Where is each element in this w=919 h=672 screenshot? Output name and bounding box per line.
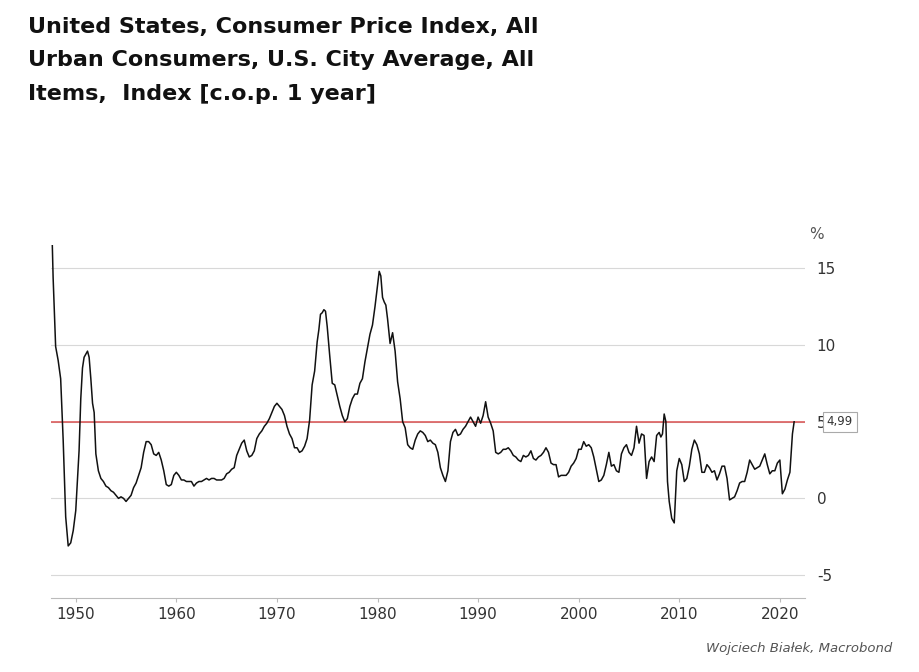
Text: 4,99: 4,99: [826, 415, 852, 428]
Text: Items,  Index [c.o.p. 1 year]: Items, Index [c.o.p. 1 year]: [28, 84, 375, 104]
Text: Urban Consumers, U.S. City Average, All: Urban Consumers, U.S. City Average, All: [28, 50, 533, 71]
Text: Wojciech Białek, Macrobond: Wojciech Białek, Macrobond: [706, 642, 891, 655]
Text: United States, Consumer Price Index, All: United States, Consumer Price Index, All: [28, 17, 538, 37]
Text: %: %: [809, 227, 823, 242]
